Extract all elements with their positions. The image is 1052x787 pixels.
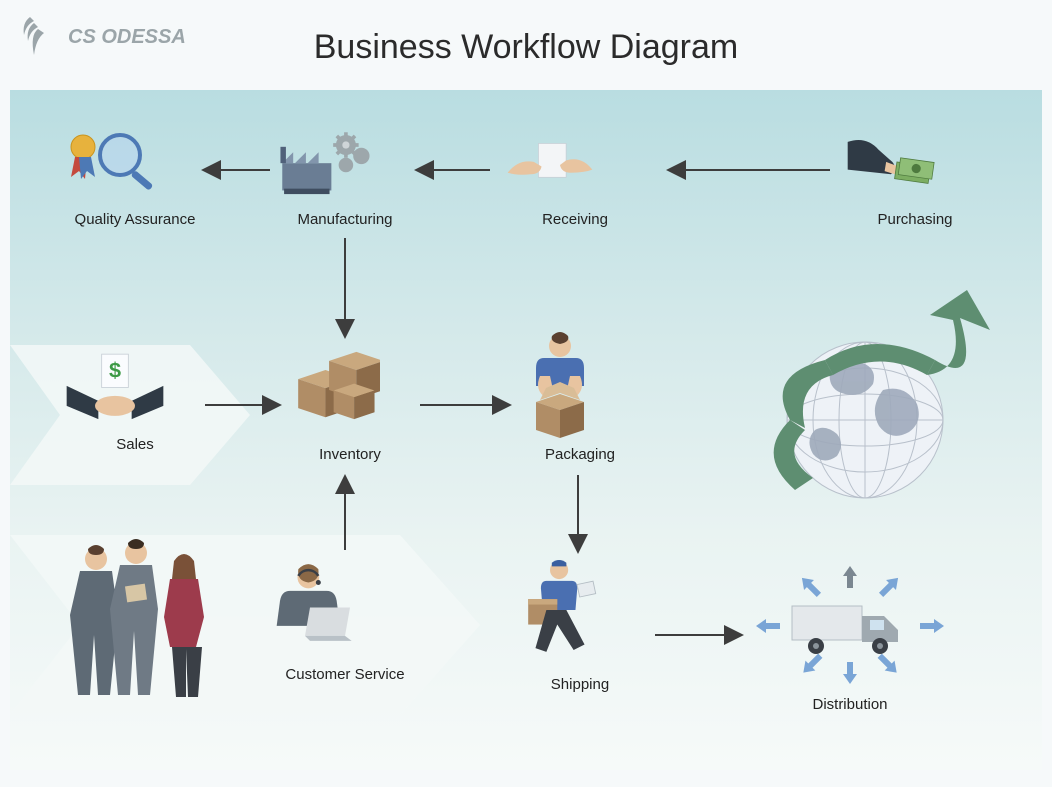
boxes-icon bbox=[280, 340, 380, 440]
node-label: Purchasing bbox=[840, 211, 990, 228]
node-shipping: Shipping bbox=[510, 550, 650, 693]
logo-swoosh-icon bbox=[20, 15, 60, 60]
node-packaging: Packaging bbox=[510, 330, 650, 463]
node-distribution: Distribution bbox=[750, 560, 950, 713]
node-inventory: Inventory bbox=[280, 340, 420, 463]
node-label: Shipping bbox=[510, 676, 650, 693]
node-manufacturing: Manufacturing bbox=[275, 125, 415, 228]
handshake-dollar-icon: $ bbox=[65, 345, 165, 435]
qa-icon bbox=[65, 125, 165, 205]
truck-burst-icon bbox=[750, 560, 950, 690]
svg-text:$: $ bbox=[109, 358, 121, 383]
node-quality-assurance: Quality Assurance bbox=[65, 125, 205, 228]
node-label: Packaging bbox=[510, 446, 650, 463]
hands-document-icon bbox=[500, 125, 600, 205]
brand-name: CS ODESSA bbox=[68, 26, 186, 49]
node-purchasing: Purchasing bbox=[840, 125, 990, 228]
cash-hand-icon bbox=[840, 125, 940, 205]
globe-icon bbox=[735, 280, 995, 540]
globe-graphic bbox=[720, 265, 1010, 555]
agent-laptop-icon bbox=[265, 550, 365, 660]
node-label: Distribution bbox=[750, 696, 950, 713]
node-sales: $ Sales bbox=[65, 350, 205, 453]
node-receiving: Receiving bbox=[500, 125, 650, 228]
node-people-group bbox=[50, 535, 230, 705]
brand-logo: CS ODESSA bbox=[20, 15, 186, 60]
node-label: Inventory bbox=[280, 446, 420, 463]
courier-icon bbox=[510, 550, 610, 670]
people-group-icon bbox=[50, 535, 230, 705]
packer-icon bbox=[510, 330, 610, 440]
node-label: Manufacturing bbox=[275, 211, 415, 228]
factory-icon bbox=[275, 125, 375, 205]
node-label: Receiving bbox=[500, 211, 650, 228]
node-customer-service: Customer Service bbox=[265, 550, 425, 683]
node-label: Quality Assurance bbox=[65, 211, 205, 228]
node-label: Customer Service bbox=[265, 666, 425, 683]
node-label: Sales bbox=[65, 436, 205, 453]
diagram-canvas: Quality Assurance bbox=[10, 90, 1042, 770]
